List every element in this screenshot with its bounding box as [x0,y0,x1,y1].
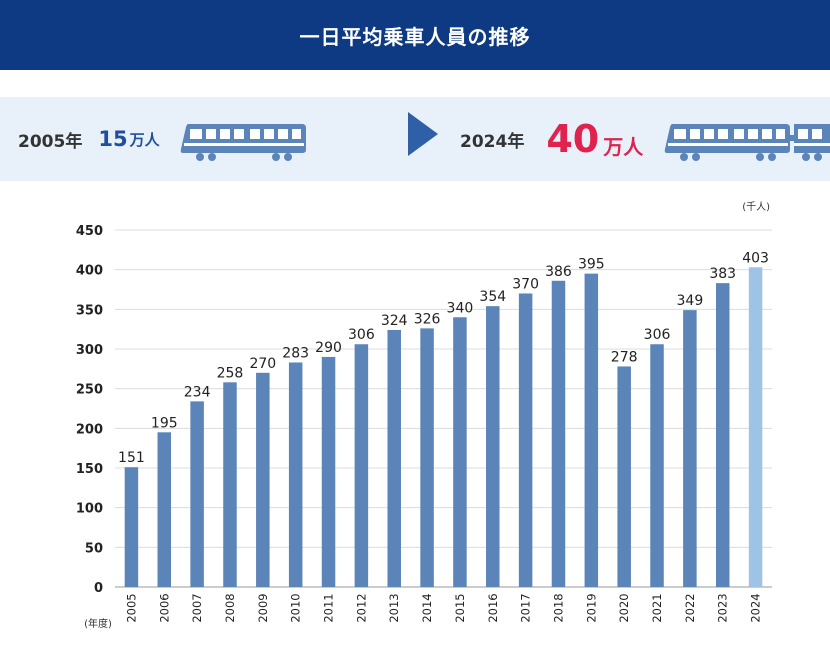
x-tick-label-2018: 2018 [551,593,565,622]
data-labels: 151 195 234 258 270 283 290 306 324 326 340 354 370 3… [118,250,769,466]
train-icon [664,124,830,161]
data-label-2011: 290 [315,340,342,356]
x-tick-label-2015: 2015 [453,593,467,622]
data-label-2019: 395 [578,257,605,273]
y-axis-ticks: 0 50 100 150 200 250 300 350 400 450 [76,224,103,596]
bar-2022 [683,310,697,587]
x-tick-label-2005: 2005 [124,593,138,622]
x-tick-label-2013: 2013 [387,593,401,622]
x-tick-label-2008: 2008 [223,593,237,622]
data-label-2016: 354 [479,289,506,305]
y-tick-label: 100 [76,502,103,517]
y-tick-label: 400 [76,264,103,279]
x-tick-label-2019: 2019 [584,593,598,622]
x-tick-label-2014: 2014 [420,593,434,622]
bar-2005 [124,467,139,587]
x-tick-label-2020: 2020 [617,593,631,622]
bar-2012 [354,344,369,587]
data-label-2007: 234 [184,384,211,400]
y-tick-label: 250 [76,383,103,398]
data-label-2022: 349 [677,293,704,309]
bar-2008 [223,382,237,587]
x-tick-label-2012: 2012 [354,593,368,622]
start-unit: 万人 [129,130,160,149]
data-label-2012: 306 [348,327,375,343]
y-tick-label: 50 [85,541,103,556]
bar-2017 [518,293,533,587]
start-year: 2005年 [18,131,83,152]
bar-2014 [420,328,434,587]
y-tick-label: 200 [76,422,103,437]
data-label-2015: 340 [447,300,474,316]
x-tick-label-2007: 2007 [190,593,204,622]
x-tick-label-2023: 2023 [716,593,730,622]
bar-2015 [453,317,467,587]
bar-2011 [321,356,336,587]
bar-2021 [650,344,664,587]
bar-2018 [551,280,566,587]
data-label-2006: 195 [151,415,178,431]
bar-2009 [256,372,270,587]
x-tick-label-2010: 2010 [289,593,303,622]
bar-2016 [486,306,500,587]
page-header: 一日平均乗車人員の推移 [0,0,830,70]
y-axis-unit-label: (千人) [742,201,770,213]
data-label-2005: 151 [118,450,145,466]
x-axis-ticks: 2005 2006 2007 2008 2009 2010 2011 2012 2013 2014… [124,593,762,622]
bar-2020 [617,366,631,587]
x-tick-label-2021: 2021 [650,593,664,622]
bar-2007 [190,401,204,587]
x-axis-unit-label: (年度) [84,617,112,630]
bar-2019 [584,273,599,587]
data-label-2024: 403 [742,250,769,266]
data-label-2013: 324 [381,313,408,329]
start-stat: 2005年 15 万人 [18,97,160,181]
end-year: 2024年 [460,131,525,152]
x-tick-label-2024: 2024 [749,593,763,622]
x-tick-label-2022: 2022 [683,593,697,622]
y-tick-label: 150 [76,462,103,477]
bar-2023 [715,283,730,587]
x-tick-label-2009: 2009 [256,593,270,622]
start-value: 15 [98,127,128,151]
data-label-2018: 386 [545,264,572,280]
end-unit: 万人 [603,134,644,159]
bar-2024 [748,267,763,587]
end-value: 40 [546,117,600,161]
y-tick-label: 300 [76,343,103,358]
data-label-2010: 283 [282,345,309,361]
bar-2013 [387,329,401,587]
y-tick-label: 350 [76,303,103,318]
x-tick-label-2017: 2017 [519,593,533,622]
x-tick-label-2006: 2006 [157,593,171,622]
data-label-2020: 278 [611,349,638,365]
end-stat: 2024年 40 万人 [460,97,643,181]
gridlines [115,229,772,588]
bar-chart: 0 50 100 150 200 250 300 350 400 450 151 195 234 258… [76,201,772,630]
y-tick-label: 0 [94,581,103,596]
data-label-2008: 258 [217,365,244,381]
data-label-2021: 306 [644,327,671,343]
page-title: 一日平均乗車人員の推移 [299,24,531,49]
y-tick-label: 450 [76,224,103,239]
data-label-2014: 326 [414,311,441,327]
bars [124,267,763,587]
data-label-2009: 270 [249,356,276,372]
train-icon [180,124,306,161]
bar-2006 [157,432,172,587]
bar-2010 [288,362,303,587]
x-tick-label-2016: 2016 [486,593,500,622]
arrow-right-icon [408,112,438,156]
x-tick-label-2011: 2011 [322,593,336,622]
data-label-2023: 383 [709,266,736,282]
data-label-2017: 370 [512,276,539,292]
